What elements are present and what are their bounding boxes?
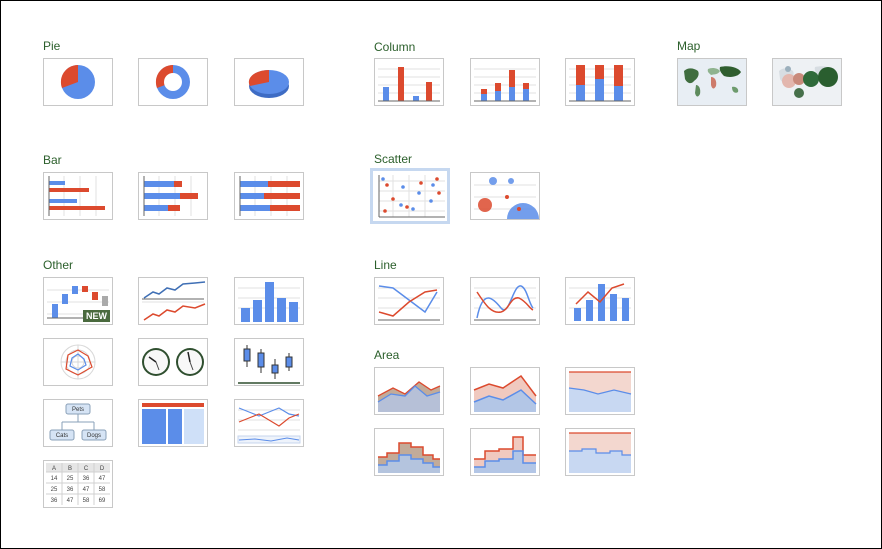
- category-label-area: Area: [374, 348, 400, 362]
- table-cell: 36: [83, 476, 90, 482]
- thumb-histogram-chart[interactable]: [234, 277, 304, 325]
- new-badge: NEW: [83, 310, 110, 322]
- table-cell: 14: [51, 476, 58, 482]
- thumb-bar-chart[interactable]: [43, 172, 113, 220]
- thumb-org-chart[interactable]: Pets Cats Dogs: [43, 399, 113, 447]
- table-cell: 69: [99, 498, 106, 504]
- thumb-radar-chart[interactable]: [43, 338, 113, 386]
- thumb-pie-chart[interactable]: [43, 58, 113, 106]
- thumb-stacked-stepped-area-chart[interactable]: [470, 428, 540, 476]
- thumb-3d-pie-chart[interactable]: [234, 58, 304, 106]
- thumb-stacked-column-chart[interactable]: [565, 58, 635, 106]
- thumb-combo-chart[interactable]: [565, 277, 635, 325]
- thumb-percent-area-chart[interactable]: [565, 367, 635, 415]
- category-label-map: Map: [677, 39, 701, 53]
- thumb-grouped-bar-chart[interactable]: [138, 172, 208, 220]
- thumb-donut-chart[interactable]: [138, 58, 208, 106]
- thumb-column-chart[interactable]: [374, 58, 444, 106]
- table-cell: 58: [83, 498, 90, 504]
- thumb-gauge-chart[interactable]: [138, 338, 208, 386]
- thumb-bubble-map-chart[interactable]: [772, 58, 842, 106]
- thumb-geo-map-chart[interactable]: [677, 58, 747, 106]
- thumb-table-chart[interactable]: A B C D 14 25 36 47 25 36 47 58 36 47 58…: [43, 460, 113, 508]
- category-label-scatter: Scatter: [374, 152, 413, 166]
- category-label-bar: Bar: [43, 153, 62, 167]
- thumb-stacked-area-chart[interactable]: [470, 367, 540, 415]
- table-cell: 58: [99, 487, 106, 493]
- table-header-cell: C: [84, 466, 89, 472]
- table-cell: 25: [51, 487, 58, 493]
- thumb-scatter-chart[interactable]: [370, 168, 450, 224]
- thumb-stepped-area-chart[interactable]: [374, 428, 444, 476]
- table-cell: 36: [67, 487, 74, 493]
- category-label-pie: Pie: [43, 39, 61, 53]
- thumb-timeline-chart[interactable]: [138, 277, 208, 325]
- thumb-annotated-timeline-chart[interactable]: [234, 399, 304, 447]
- table-cell: 47: [83, 487, 90, 493]
- table-cell: 25: [67, 476, 74, 482]
- table-cell: 36: [51, 498, 58, 504]
- thumb-stacked-bar-chart[interactable]: [234, 172, 304, 220]
- thumb-percent-stepped-area-chart[interactable]: [565, 428, 635, 476]
- thumb-treemap-chart[interactable]: [138, 399, 208, 447]
- thumb-area-chart[interactable]: [374, 367, 444, 415]
- thumb-bubble-chart[interactable]: [470, 172, 540, 220]
- table-header-cell: D: [100, 466, 105, 472]
- category-label-column: Column: [374, 40, 416, 54]
- table-header-cell: A: [52, 466, 56, 472]
- thumb-waterfall-chart[interactable]: NEW: [43, 277, 113, 325]
- table-cell: 47: [99, 476, 106, 482]
- thumb-candlestick-chart[interactable]: [234, 338, 304, 386]
- table-header-cell: B: [68, 466, 72, 472]
- category-label-line: Line: [374, 258, 397, 272]
- org-node-top: Pets: [72, 407, 84, 413]
- org-node-left: Cats: [56, 433, 68, 439]
- thumb-grouped-column-chart[interactable]: [470, 58, 540, 106]
- org-node-right: Dogs: [87, 433, 101, 439]
- thumb-line-chart[interactable]: [374, 277, 444, 325]
- category-label-other: Other: [43, 258, 74, 272]
- table-cell: 47: [67, 498, 74, 504]
- thumb-smooth-line-chart[interactable]: [470, 277, 540, 325]
